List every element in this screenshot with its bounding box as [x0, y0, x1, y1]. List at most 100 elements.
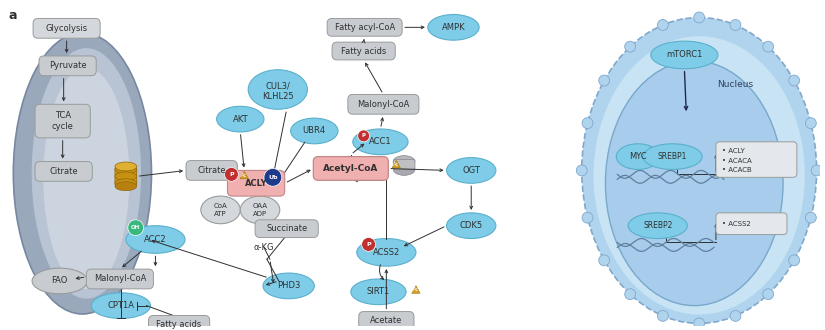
Text: mTORC1: mTORC1 [666, 50, 703, 59]
Polygon shape [240, 171, 248, 179]
Text: CUL3/: CUL3/ [266, 81, 290, 90]
FancyBboxPatch shape [39, 56, 97, 76]
Circle shape [625, 41, 635, 52]
Text: Citrate: Citrate [50, 167, 78, 176]
Text: CDK5: CDK5 [460, 221, 483, 230]
FancyBboxPatch shape [186, 161, 238, 180]
Text: ACC2: ACC2 [144, 235, 167, 244]
Circle shape [599, 75, 610, 86]
Text: Ac: Ac [412, 287, 419, 292]
Circle shape [625, 289, 635, 300]
Text: OH: OH [131, 225, 140, 230]
FancyBboxPatch shape [332, 42, 395, 60]
Circle shape [730, 19, 741, 30]
Text: ATP: ATP [214, 211, 227, 217]
Text: Acetate: Acetate [370, 316, 403, 325]
Ellipse shape [353, 129, 408, 155]
Text: • ACLY: • ACLY [722, 148, 745, 154]
FancyBboxPatch shape [115, 166, 137, 186]
Circle shape [811, 165, 822, 176]
Ellipse shape [446, 158, 496, 183]
Text: AKT: AKT [233, 115, 248, 124]
Circle shape [730, 311, 741, 321]
Ellipse shape [582, 17, 817, 323]
FancyBboxPatch shape [255, 220, 318, 238]
FancyBboxPatch shape [716, 142, 797, 177]
Circle shape [658, 19, 668, 30]
Text: a: a [8, 9, 16, 21]
Text: • ACACB: • ACACB [722, 167, 752, 174]
Circle shape [805, 118, 816, 129]
Text: cycle: cycle [52, 121, 73, 131]
Text: ACC1: ACC1 [369, 137, 392, 146]
Ellipse shape [643, 144, 702, 169]
Text: CPT1A: CPT1A [107, 301, 134, 310]
Circle shape [358, 130, 370, 142]
Circle shape [577, 165, 587, 176]
Text: CoA: CoA [214, 203, 228, 209]
Text: UBR4: UBR4 [303, 126, 326, 135]
Ellipse shape [606, 61, 783, 306]
Text: ACSS2: ACSS2 [373, 248, 400, 257]
Text: Pyruvate: Pyruvate [49, 61, 87, 70]
Text: PHD3: PHD3 [277, 281, 300, 290]
Circle shape [264, 168, 282, 186]
Ellipse shape [446, 213, 496, 239]
Text: MYC: MYC [629, 152, 647, 161]
Text: Malonyl-CoA: Malonyl-CoA [94, 275, 146, 283]
Polygon shape [392, 160, 400, 168]
Circle shape [599, 255, 610, 266]
FancyBboxPatch shape [394, 160, 415, 169]
Ellipse shape [248, 70, 308, 109]
Ellipse shape [43, 67, 130, 289]
Circle shape [128, 220, 144, 236]
Ellipse shape [31, 48, 142, 299]
Ellipse shape [351, 279, 406, 305]
Text: ADP: ADP [253, 211, 267, 217]
Circle shape [658, 311, 668, 321]
Circle shape [361, 238, 375, 251]
Circle shape [582, 212, 593, 223]
FancyBboxPatch shape [314, 157, 389, 180]
Text: P: P [361, 133, 365, 138]
FancyBboxPatch shape [359, 312, 414, 329]
Ellipse shape [115, 165, 137, 174]
Ellipse shape [13, 33, 152, 314]
Text: Fatty acids: Fatty acids [341, 47, 386, 55]
Text: Ac: Ac [241, 173, 247, 178]
FancyBboxPatch shape [716, 213, 787, 235]
Text: TCA: TCA [54, 111, 71, 120]
Ellipse shape [616, 144, 660, 169]
Ellipse shape [290, 118, 338, 144]
Circle shape [694, 318, 705, 329]
FancyBboxPatch shape [148, 315, 210, 330]
Circle shape [763, 41, 774, 52]
Text: SREBP2: SREBP2 [643, 221, 672, 230]
Text: Ub: Ub [268, 175, 278, 180]
Ellipse shape [356, 239, 416, 266]
Ellipse shape [394, 164, 415, 175]
FancyBboxPatch shape [33, 18, 100, 38]
Text: Succinate: Succinate [266, 224, 307, 233]
Ellipse shape [428, 15, 479, 40]
Circle shape [763, 289, 774, 300]
FancyBboxPatch shape [348, 94, 419, 114]
Circle shape [694, 12, 705, 23]
Text: α-KG: α-KG [254, 243, 274, 252]
Ellipse shape [217, 106, 264, 132]
FancyBboxPatch shape [228, 170, 285, 196]
Text: AMPK: AMPK [441, 23, 465, 32]
Text: Nucleus: Nucleus [718, 80, 754, 89]
FancyBboxPatch shape [35, 104, 90, 138]
Circle shape [805, 212, 816, 223]
Text: Acetyl-CoA: Acetyl-CoA [323, 164, 379, 173]
Ellipse shape [593, 36, 804, 314]
Text: KLHL25: KLHL25 [262, 92, 294, 101]
Ellipse shape [115, 172, 137, 181]
Text: Citrate: Citrate [197, 166, 226, 175]
Text: • ACACA: • ACACA [722, 157, 752, 164]
Text: OAA: OAA [252, 203, 267, 209]
Ellipse shape [628, 213, 687, 239]
Circle shape [789, 255, 799, 266]
Text: P: P [229, 172, 233, 177]
